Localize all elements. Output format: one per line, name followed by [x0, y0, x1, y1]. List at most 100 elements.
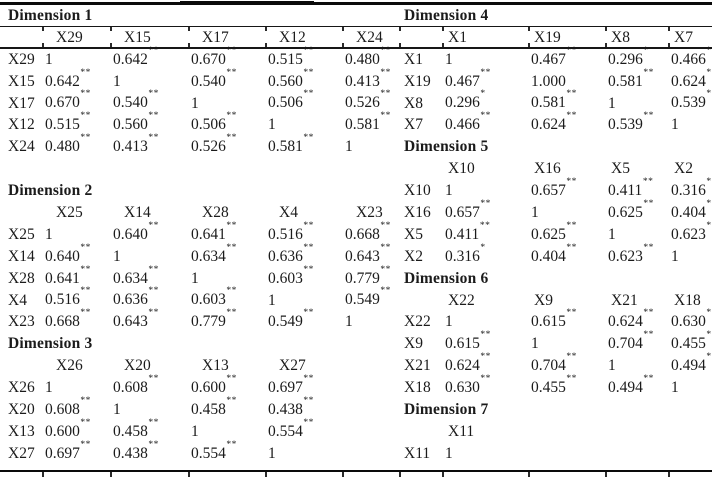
significance-stars: ** — [643, 374, 654, 384]
correlation-value: 0.704** — [528, 352, 605, 375]
tick-below-heading-rule — [342, 26, 344, 31]
correlation-number: 0.554 — [191, 444, 226, 462]
correlation-number: 0.630 — [671, 313, 706, 331]
correlation-number: 0.554 — [268, 422, 303, 440]
correlation-number: 1.000 — [531, 72, 566, 90]
correlation-number: 1 — [191, 94, 199, 112]
correlation-value: 0.670** — [42, 89, 110, 112]
column-header: X11 — [448, 422, 475, 440]
correlation-number: 0.625 — [608, 204, 643, 222]
correlation-number: 0.642 — [45, 72, 80, 90]
correlation-value: 0.516** — [265, 221, 342, 244]
correlation-value: 0.467** — [442, 68, 528, 91]
correlation-value: 0.615** — [442, 330, 528, 353]
correlation-number: 0.657 — [531, 182, 566, 200]
tick-above-header-rule — [442, 42, 444, 47]
table-row: X12 0.515** 0.560** 0.506** 1 0.581** — [6, 111, 402, 136]
correlation-number: 0.641 — [191, 225, 226, 243]
correlation-value: 1 — [668, 248, 712, 266]
correlation-number: 0.615 — [531, 313, 566, 331]
significance-stars: ** — [643, 198, 654, 209]
correlation-value: 0.642** — [42, 68, 110, 91]
significance-stars: ** — [226, 111, 237, 122]
correlation-number: 1 — [671, 116, 679, 134]
correlation-value: 1 — [110, 73, 188, 91]
correlation-number: 0.704 — [608, 335, 643, 353]
column-header: X18 — [674, 291, 701, 309]
significance-stars: ** — [566, 176, 577, 187]
correlation-value: 1 — [442, 445, 528, 463]
significance-stars: * — [706, 176, 712, 187]
correlation-number: 1 — [113, 400, 121, 418]
correlation-number: 0.603 — [191, 291, 226, 309]
correlation-number: 0.438 — [268, 401, 303, 419]
significance-stars: ** — [303, 374, 314, 384]
significance-stars: ** — [303, 45, 314, 56]
significance-stars: ** — [148, 417, 159, 428]
significance-stars: ** — [226, 308, 237, 319]
table-row: X28 0.641** 0.634** 1 0.603** 0.779** — [6, 265, 402, 290]
correlation-value: 0.404** — [668, 199, 712, 222]
correlation-number: 0.411 — [608, 182, 643, 200]
table-row: X17 0.670** 0.540** 1 0.506** 0.526** — [6, 89, 402, 115]
significance-stars: ** — [706, 198, 712, 209]
tick-below-heading-rule — [528, 26, 530, 31]
column-header: X16 — [534, 160, 561, 178]
correlation-number: 0.668 — [45, 313, 80, 331]
column-header-row: X22 X9 X21 X18 — [402, 290, 712, 312]
significance-stars: ** — [226, 395, 237, 406]
significance-stars: ** — [148, 45, 159, 56]
significance-stars: ** — [643, 67, 654, 78]
correlation-value: 0.494** — [605, 374, 668, 397]
tick-below-heading-rule — [605, 26, 607, 31]
table-row: X13 0.600** 0.458** 1 0.554** — [6, 417, 402, 443]
correlation-value: 1 — [188, 423, 265, 441]
significance-stars: ** — [148, 111, 159, 122]
tick-above-header-rule — [528, 42, 530, 47]
correlation-value: 1 — [42, 379, 110, 397]
correlation-number: 0.600 — [45, 422, 80, 440]
correlation-number: 0.630 — [445, 379, 480, 397]
correlation-number: 0.540 — [113, 94, 148, 112]
correlation-number: 0.640 — [45, 247, 80, 265]
correlation-value: 0.560** — [110, 111, 188, 134]
rule-under-column-headers — [0, 47, 712, 49]
tick-below-heading-rule — [188, 26, 190, 31]
tick-below-bottom-border — [399, 472, 401, 477]
correlation-number: 0.411 — [445, 225, 480, 243]
row-label: X20 — [8, 400, 35, 418]
correlation-number: 0.458 — [113, 422, 148, 440]
row-label: X2 — [404, 247, 423, 265]
correlation-number: 0.779 — [191, 313, 226, 331]
column-header: X13 — [202, 357, 229, 375]
tick-below-bottom-border — [442, 472, 444, 477]
row-label: X29 — [8, 50, 35, 68]
tick-below-heading-rule — [399, 26, 401, 31]
tick-below-bottom-border — [668, 472, 670, 477]
correlation-value: 0.554** — [265, 418, 342, 441]
row-label: X15 — [8, 72, 35, 90]
significance-stars: ** — [80, 242, 91, 253]
table-row: X20 0.608** 1 0.458** 0.438** — [6, 396, 402, 421]
correlation-number: 0.634 — [113, 269, 148, 287]
correlation-value: 0.458** — [188, 396, 265, 419]
correlation-value: 0.600** — [188, 374, 265, 397]
tick-above-header-rule — [265, 42, 267, 47]
correlation-number: 0.581 — [345, 116, 380, 134]
correlation-value: 0.640** — [110, 221, 188, 244]
correlation-number: 0.624 — [445, 357, 480, 375]
significance-stars: ** — [80, 89, 91, 100]
significance-stars: ** — [303, 89, 314, 100]
significance-stars: ** — [480, 67, 491, 78]
dimension-heading-row: Dimension 6 — [402, 268, 712, 290]
significance-stars: ** — [566, 374, 577, 384]
tick-above-header-rule — [668, 42, 670, 47]
table-row: X14 0.640** 1 0.634** 0.636** 0.643** — [6, 242, 402, 268]
column-header: X4 — [279, 203, 298, 221]
dimension-heading-row: Dimension 4 — [402, 5, 712, 27]
correlation-value: 0.413** — [342, 68, 402, 91]
correlation-value: 0.624** — [668, 68, 712, 91]
correlation-number: 1 — [191, 269, 199, 287]
column-header: X20 — [124, 357, 151, 375]
correlation-number: 1 — [113, 247, 121, 265]
